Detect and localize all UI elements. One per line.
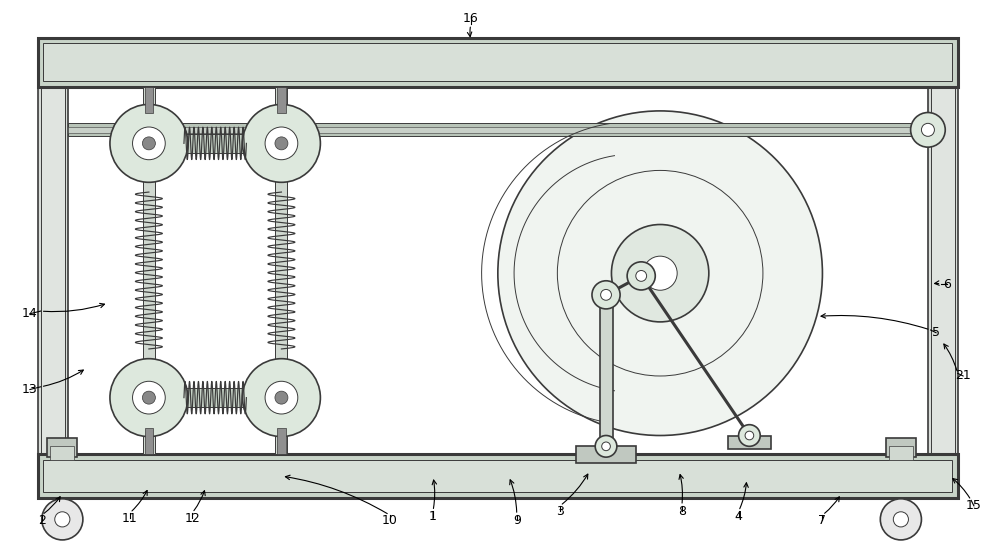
- Text: 9: 9: [513, 514, 521, 527]
- Bar: [145, 428, 153, 454]
- Circle shape: [745, 431, 754, 440]
- Bar: [145, 87, 153, 113]
- Text: 3: 3: [556, 505, 564, 518]
- Bar: [47, 438, 77, 457]
- Text: 4: 4: [735, 510, 743, 523]
- Text: 12: 12: [184, 512, 200, 525]
- Text: 5: 5: [932, 326, 940, 339]
- Text: 15: 15: [966, 499, 982, 512]
- Circle shape: [592, 281, 620, 309]
- Circle shape: [42, 499, 83, 540]
- Bar: [889, 446, 913, 460]
- Circle shape: [643, 256, 677, 290]
- Circle shape: [142, 391, 155, 404]
- Circle shape: [133, 127, 165, 160]
- Bar: [886, 438, 916, 457]
- Circle shape: [498, 111, 822, 436]
- Text: 6: 6: [943, 278, 951, 291]
- Bar: [43, 460, 952, 492]
- Text: 1: 1: [429, 510, 437, 523]
- Text: 7: 7: [818, 514, 826, 527]
- Circle shape: [265, 127, 298, 160]
- Bar: [38, 454, 958, 498]
- Circle shape: [110, 359, 188, 437]
- Text: 8: 8: [678, 505, 686, 518]
- Circle shape: [611, 225, 709, 322]
- Bar: [143, 388, 287, 407]
- Circle shape: [595, 436, 617, 457]
- Circle shape: [557, 170, 763, 376]
- Bar: [38, 38, 68, 498]
- Bar: [275, 87, 287, 454]
- Circle shape: [55, 512, 70, 527]
- Bar: [931, 41, 955, 495]
- Bar: [143, 87, 155, 454]
- Bar: [38, 38, 958, 87]
- Bar: [600, 295, 613, 446]
- Text: 10: 10: [382, 514, 398, 527]
- Bar: [41, 41, 65, 495]
- Bar: [68, 123, 928, 136]
- Circle shape: [242, 104, 320, 182]
- Text: 13: 13: [22, 383, 38, 396]
- Circle shape: [265, 381, 298, 414]
- Bar: [50, 446, 74, 460]
- Text: 16: 16: [463, 12, 479, 25]
- Bar: [143, 134, 287, 153]
- Bar: [928, 38, 958, 498]
- Bar: [43, 43, 952, 81]
- Bar: [576, 446, 636, 463]
- Circle shape: [601, 289, 611, 300]
- Circle shape: [275, 391, 288, 404]
- Circle shape: [275, 137, 288, 150]
- Bar: [277, 87, 286, 113]
- Text: 14: 14: [22, 307, 38, 320]
- Text: 11: 11: [122, 512, 138, 525]
- Text: 21: 21: [955, 370, 971, 382]
- Circle shape: [739, 425, 760, 446]
- Bar: [728, 436, 771, 449]
- Circle shape: [893, 512, 908, 527]
- Text: 2: 2: [38, 514, 46, 527]
- Circle shape: [880, 499, 921, 540]
- Circle shape: [110, 104, 188, 182]
- Circle shape: [627, 262, 655, 290]
- Circle shape: [142, 137, 155, 150]
- Circle shape: [602, 442, 610, 451]
- Circle shape: [133, 381, 165, 414]
- Circle shape: [636, 270, 647, 281]
- Circle shape: [242, 359, 320, 437]
- Circle shape: [911, 113, 945, 147]
- Circle shape: [921, 123, 934, 136]
- Bar: [68, 127, 928, 133]
- Bar: [277, 428, 286, 454]
